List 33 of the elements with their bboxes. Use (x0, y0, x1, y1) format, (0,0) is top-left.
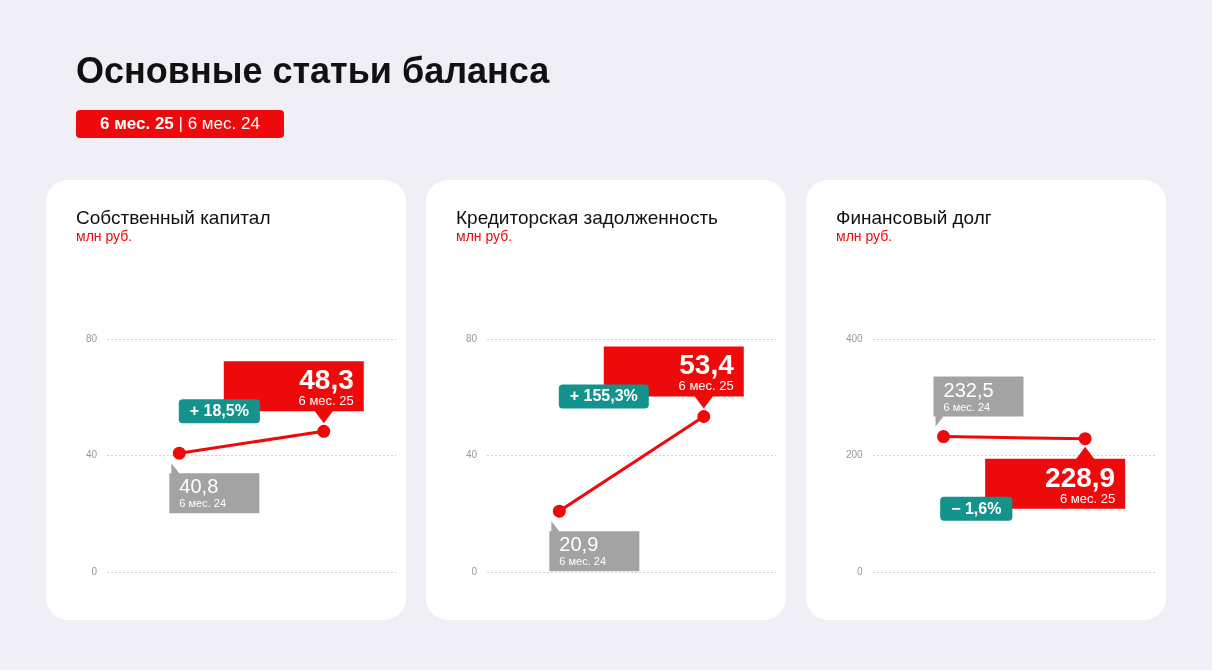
y-tick-label: 40 (86, 449, 98, 461)
annotation: − 1,6% (951, 499, 1002, 517)
annotation: + 18,5% (189, 402, 249, 420)
data-label: 232,5 (943, 378, 994, 401)
text: | (178, 114, 183, 133)
data-label: 48,3 (299, 364, 354, 396)
annotation: 6 мес. 25 (298, 393, 354, 409)
data-label: 228,9 (1045, 461, 1116, 493)
text: Основные статьи баланса (76, 50, 550, 92)
annotation: 6 мес. 25 (678, 378, 734, 394)
text: 6 мес. 24 (187, 114, 260, 133)
chart-subtitle: млн руб. (836, 228, 893, 244)
annotation: 6 мес. 24 (559, 555, 607, 568)
data-label: 53,4 (679, 349, 735, 381)
chart-subtitle: млн руб. (456, 228, 513, 244)
annotation: 6 мес. 24 (179, 497, 227, 510)
y-tick-label: 0 (471, 565, 478, 577)
y-tick-label: 200 (846, 449, 864, 461)
chart-title: Кредиторская задолженность (456, 207, 719, 229)
annotation: + 155,3% (569, 387, 638, 405)
y-tick-label: 0 (857, 565, 864, 577)
y-tick-label: 80 (466, 332, 478, 344)
chart-title: Финансовый долг (836, 207, 992, 229)
chart-title: Собственный капитал (76, 207, 271, 229)
y-tick-label: 0 (91, 565, 98, 577)
y-tick-label: 40 (466, 449, 478, 461)
y-tick-label: 400 (846, 332, 864, 344)
y-tick-label: 80 (86, 332, 98, 344)
annotation: 6 мес. 24 (943, 400, 991, 413)
text: 6 мес. 25 (100, 114, 174, 133)
chart-subtitle: млн руб. (76, 228, 133, 244)
data-label: 40,8 (179, 475, 219, 498)
data-label: 20,9 (559, 533, 599, 556)
